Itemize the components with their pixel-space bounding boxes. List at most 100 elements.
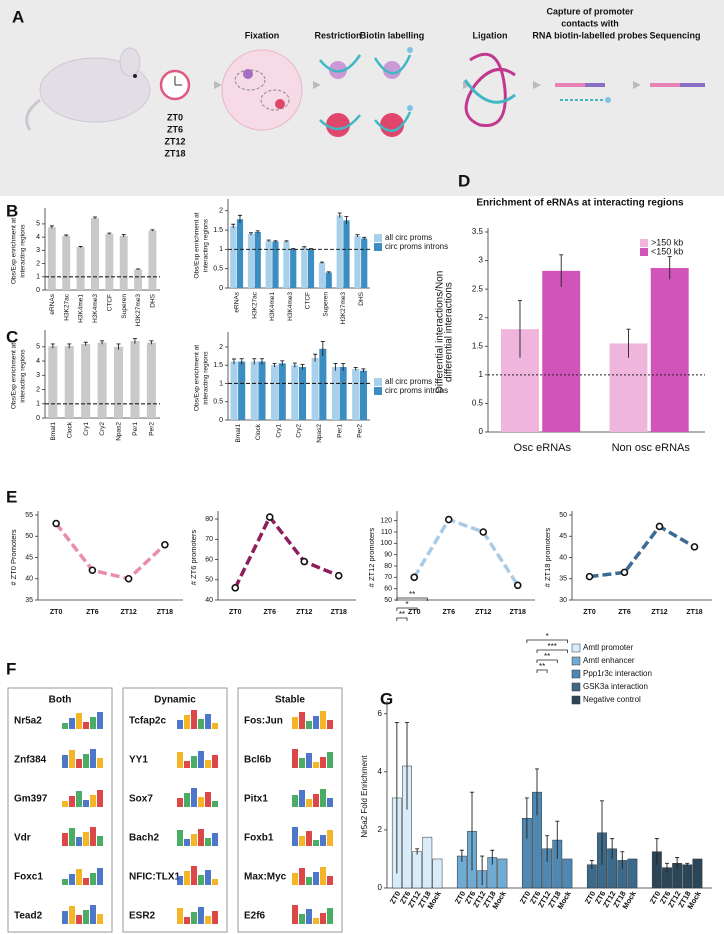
y-tick-label: 4 (36, 234, 40, 241)
motif-logo (191, 710, 197, 729)
motif-name: Znf384 (14, 755, 47, 766)
motif-logo (313, 840, 319, 846)
step-label: Biotin labelling (360, 30, 425, 40)
bar (91, 217, 99, 290)
y-tick-label: 2 (36, 386, 40, 393)
clock (159, 69, 191, 101)
error-bar (361, 368, 366, 373)
error-bar (626, 328, 631, 358)
x-tick-label: H3K27me3 (340, 292, 347, 325)
legend-swatch (374, 234, 382, 242)
motif-logo (184, 715, 190, 729)
motif-logo (198, 907, 204, 924)
bar (325, 272, 332, 288)
bar (97, 342, 107, 418)
motif-logo (198, 719, 204, 729)
motif-name: Tcfap2c (129, 716, 166, 727)
x-tick-label: ZT18 (157, 609, 173, 616)
significance-bracket (536, 669, 548, 673)
y-tick-label: 50 (559, 512, 567, 519)
y-tick-label: 45 (25, 554, 33, 561)
error-bar (559, 254, 564, 287)
error-bar (665, 862, 670, 873)
error-bar (480, 855, 485, 886)
legend-swatch (374, 387, 382, 395)
y-tick-label: 0 (219, 285, 223, 292)
y-tick-label: 5 (36, 221, 40, 228)
bar (250, 361, 258, 420)
motif-logo (205, 714, 211, 729)
motif-logo (62, 879, 68, 885)
motif-logo (313, 716, 319, 729)
motif-logo (76, 837, 82, 846)
error-bar (266, 239, 271, 242)
motif-logo (83, 832, 89, 846)
motif-logo (97, 914, 103, 924)
significance-label: ** (544, 652, 550, 661)
bar (562, 858, 573, 889)
error-bar (239, 358, 244, 365)
y-tick-label: 0 (219, 417, 223, 424)
legend-label: circ proms introns (385, 386, 448, 395)
motif-logo (177, 798, 183, 807)
error-bar (284, 240, 289, 243)
motif-logo (90, 795, 96, 807)
bar (319, 348, 327, 420)
bar (336, 215, 343, 288)
y-tick-label: 70 (384, 574, 392, 581)
y-tick-label: 55 (25, 512, 33, 519)
motif-logo (313, 762, 319, 768)
motif-name: Gm397 (14, 794, 48, 805)
motif-logo (299, 758, 305, 768)
y-axis-label: # ZT0 Promoters (9, 529, 18, 586)
x-tick-label: eRNAs (49, 293, 56, 314)
motif-logo (306, 799, 312, 807)
point (231, 584, 240, 592)
motif-name: Foxc1 (14, 872, 43, 883)
x-tick-label: CTCF (305, 292, 312, 309)
motif-logo (83, 722, 89, 729)
motif-logo (327, 830, 333, 846)
x-tick-label: Per2 (149, 422, 156, 436)
motif-name: E2f6 (244, 911, 266, 922)
point (620, 568, 629, 577)
bar (359, 370, 367, 420)
line (412, 517, 520, 587)
bar (265, 240, 272, 288)
error-bar (302, 246, 307, 249)
x-tick-label: ZT6 (264, 609, 277, 616)
error-bar (121, 234, 126, 238)
error-bar (252, 358, 257, 365)
motif-logo (191, 912, 197, 924)
error-bar (333, 362, 338, 371)
motif-logo (62, 911, 68, 924)
x-tick-label: H3K27me3 (135, 294, 142, 327)
y-axis-label: interacting regions (203, 218, 210, 272)
error-bar (362, 236, 367, 240)
bar (650, 268, 689, 432)
motif-logo (62, 723, 68, 729)
x-tick-label: Superen (121, 294, 128, 319)
motif-logo (90, 827, 96, 846)
error-bar (100, 340, 105, 345)
motif-logo (191, 866, 197, 885)
y-axis-label: Obs/Exp enrichment at (11, 218, 18, 284)
motif-logo (184, 839, 190, 846)
error-bar (490, 849, 495, 865)
error-bar (78, 246, 83, 248)
motif-logo (62, 833, 68, 846)
point (300, 557, 309, 566)
x-tick-label: ZT12 (296, 609, 312, 616)
step-label: Fixation (245, 30, 280, 40)
motif-logo (306, 721, 312, 729)
zt-label: ZT6 (167, 124, 183, 134)
motif-logo (313, 872, 319, 885)
zt-label: ZT12 (164, 136, 185, 146)
y-tick-label: 2 (479, 313, 484, 322)
motif-name: YY1 (129, 755, 148, 766)
error-bar (149, 340, 154, 345)
motif-logo (83, 878, 89, 885)
line (589, 524, 696, 579)
bar (119, 235, 128, 290)
motif-logo (191, 788, 197, 807)
